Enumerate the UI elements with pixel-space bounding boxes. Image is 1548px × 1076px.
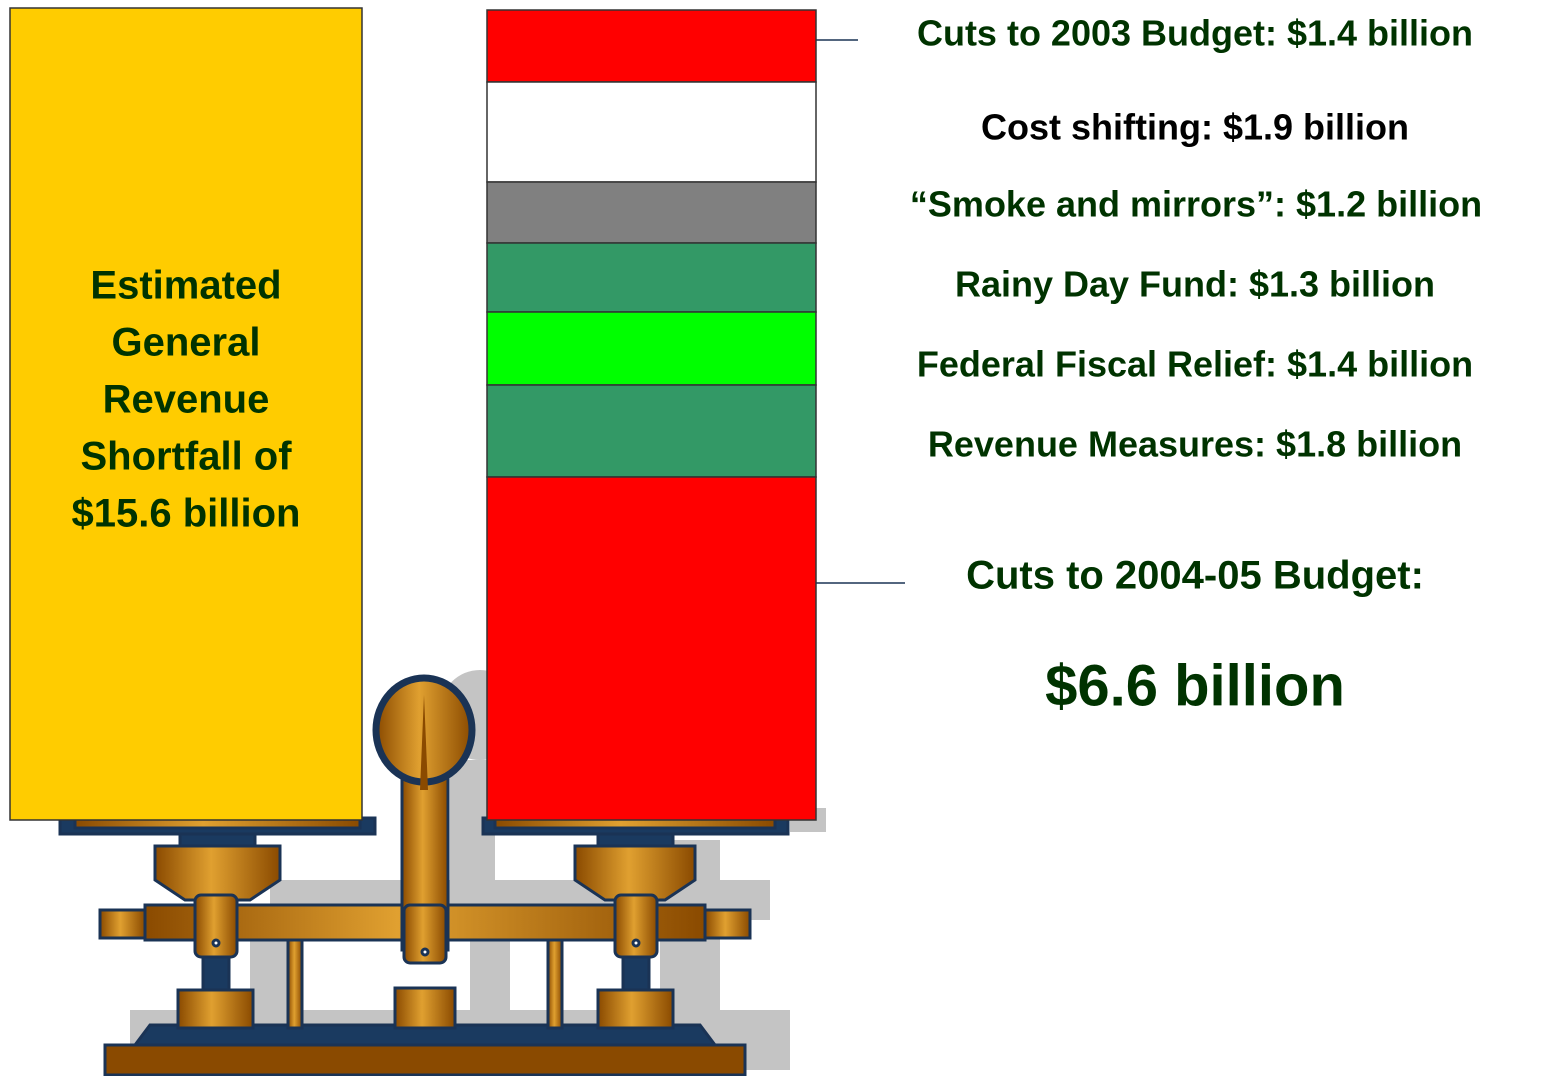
bottom-heading: Cuts to 2004-05 Budget:: [966, 554, 1424, 598]
shortfall-text: $15.6 billion: [72, 492, 301, 536]
bottom-amount: $6.6 billion: [1045, 653, 1345, 718]
shortfall-text: Revenue: [103, 378, 270, 422]
shortfall-text: Shortfall of: [80, 435, 292, 479]
scale: [58, 674, 790, 1076]
label: “Smoke and mirrors”: $1.2 billion: [910, 184, 1482, 225]
shortfall-box: [9, 7, 363, 821]
shortfall-text: General: [112, 321, 261, 365]
label: Rainy Day Fund: $1.3 billion: [955, 264, 1435, 305]
shortfall-text: Estimated: [90, 264, 281, 308]
solution-stack: [486, 9, 817, 821]
label: Cuts to 2003 Budget: $1.4 billion: [917, 13, 1473, 54]
label: Revenue Measures: $1.8 billion: [928, 424, 1462, 465]
label: Federal Fiscal Relief: $1.4 billion: [917, 344, 1473, 385]
label: Cost shifting: $1.9 billion: [981, 107, 1409, 148]
